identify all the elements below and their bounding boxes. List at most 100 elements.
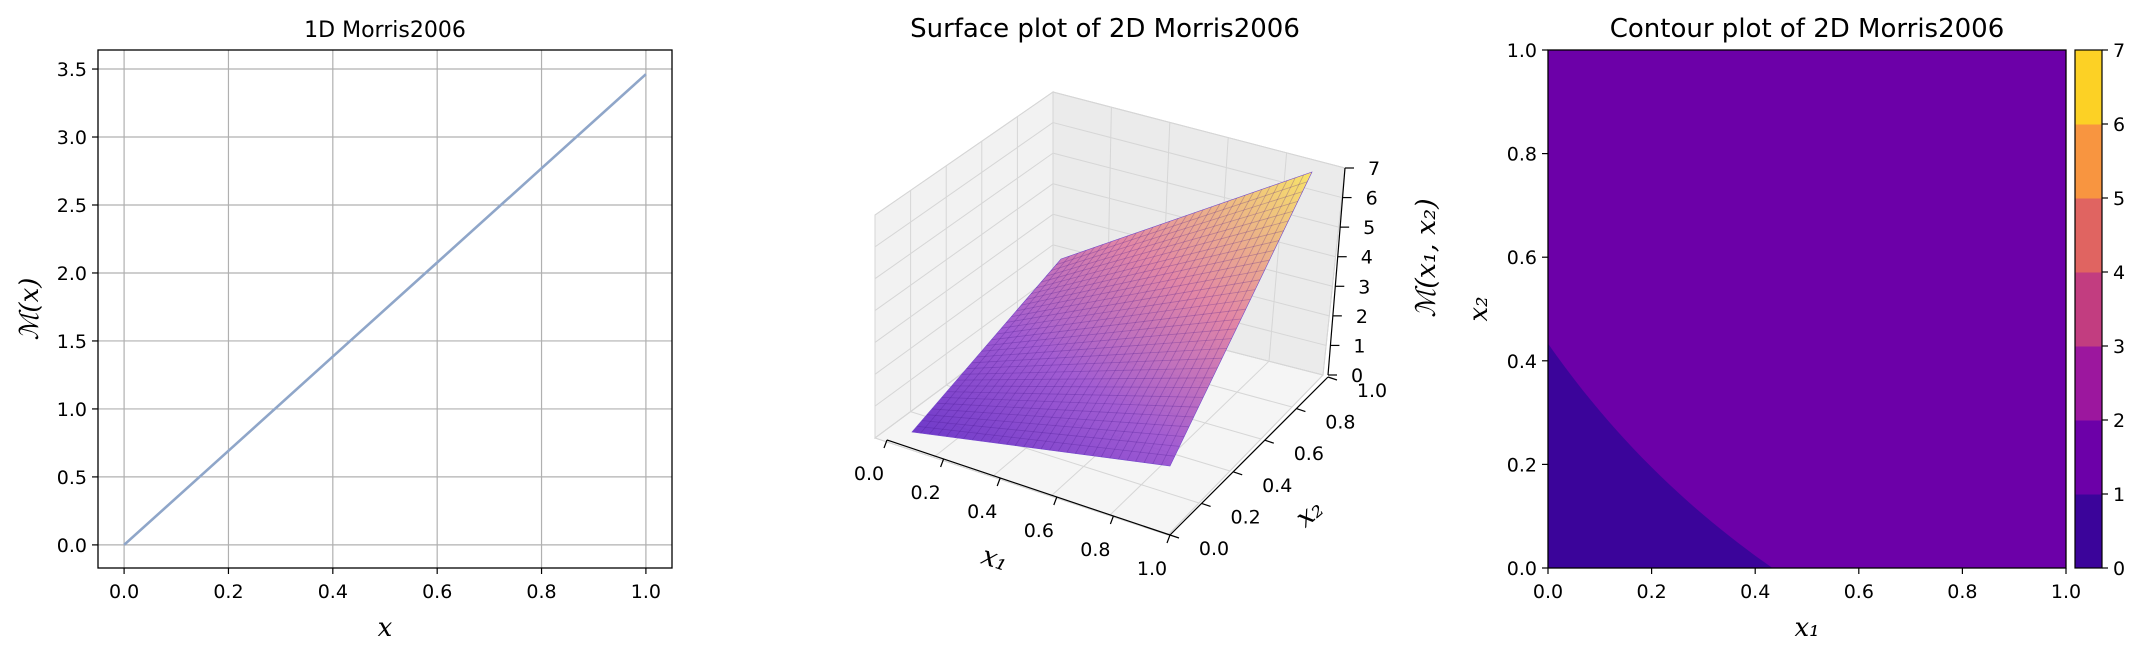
surface-mesh-line [1016,259,1270,312]
surface-mesh-line [1026,240,1279,300]
surface-mesh-line [1011,269,1265,318]
surface-mesh-line [937,250,1087,436]
surface-mesh-line [1057,209,1204,452]
surface-mesh-line [1083,200,1229,455]
z-tick-label: 7 [1368,158,1380,180]
surface-mesh-line [1006,279,1260,323]
wall-gridline-vertical [1322,167,1346,376]
y-tick-label: 0.4 [1262,475,1292,497]
x-tick-mark [883,439,888,449]
y-tick-label: 0.0 [1507,558,1537,580]
floor-gridline-x [1109,360,1270,516]
x-tick-label: 1.0 [1137,558,1167,580]
line-chart-x-axis-label: x [378,613,393,643]
x-tick-label: 1.0 [2051,581,2081,603]
colorbar-tick-label: 4 [2113,262,2125,284]
surface-mesh-line [966,357,1223,369]
colorbar-segment [2075,124,2102,199]
colorbar-segment [2075,198,2102,273]
contour-colorbar-frame [2074,49,2103,569]
x-tick-label: 0.6 [422,581,452,603]
y-tick-label: 0.2 [1507,454,1537,476]
floor-gridline-x [1167,374,1324,536]
surface-y-axis-label: x₂ [1290,493,1330,534]
surface-mesh-line [1031,230,1284,294]
y-tick-label: 1.0 [57,399,87,421]
surface-mesh-line [1014,223,1162,446]
surface-mesh-line [1049,212,1196,451]
surface-mesh-line [920,255,1070,434]
y-tick-mark [1327,376,1338,381]
surface-mesh-line [1006,226,1154,445]
x-tick-label: 0.6 [1844,581,1874,603]
x-tick-label: 0.2 [213,581,243,603]
surface-axes [886,167,1346,536]
wall-gridline-z [1052,91,1346,169]
surface-mesh-line [1075,203,1221,454]
wall-gridline-z [874,244,1054,375]
surface-mesh-line [980,235,1129,442]
surface-mesh-line [926,414,1185,437]
colorbar-segment [2075,420,2102,495]
y-tick-label: 3.5 [57,59,87,81]
surface-mesh-line [956,377,1213,381]
y-tick-mark [1296,408,1306,413]
x-tick-mark [996,477,1001,487]
x-tick-mark [940,458,945,468]
floor-gridline-y [874,437,1169,536]
y-tick-mark [1264,439,1274,444]
contour-y-axis-label: x₂ [1464,296,1494,321]
y-tick-label: 0.0 [57,535,87,557]
x-tick-label: 0.8 [526,581,556,603]
surface-chart-panel: 0.00.20.40.60.81.00.00.20.40.60.81.00123… [854,14,1442,580]
surface-mesh-line [946,247,1095,437]
colorbar-tick-label: 1 [2113,484,2125,506]
z-tick-label: 3 [1358,276,1370,298]
x-tick-mark [1053,496,1058,506]
x-tick-label: 0.4 [1740,581,1770,603]
y-tick-label: 0.2 [1230,506,1260,528]
surface-mesh-line [997,229,1145,444]
surface-y-axis-line [1169,376,1329,536]
surface-ticks: 0.00.20.40.60.81.00.00.20.40.60.81.00123… [854,158,1387,580]
colorbar-tick-label: 3 [2113,336,2125,358]
contour-colorbar-ticks: 0 1 2 3 4 5 6 7 [2102,40,2125,580]
colorbar-segment [2075,346,2102,421]
surface-mesh-line [1045,201,1298,277]
surface-mesh-line [1023,221,1171,447]
colorbar-tick-label: 7 [2113,40,2125,62]
x-tick-label: 0.2 [1636,581,1666,603]
wall-gridline-z [874,275,1054,407]
line-chart-series [123,73,647,546]
x-tick-mark [1109,515,1114,525]
surface-mesh-line [1032,218,1179,449]
surface-z-axis-line [1327,167,1346,376]
surface-z-axis-label: ℳ(x₁, x₂) [1411,198,1442,317]
series-line [123,73,647,546]
surface-mesh-line [916,425,1175,457]
line-chart-title: 1D Morris2006 [304,18,466,43]
contour-ticks: 0.0 0.2 0.4 0.6 0.8 1.0 0.0 0.2 0.4 0.6 0.8 1.0 [1507,40,2081,603]
x-tick-label: 0.8 [1080,539,1110,561]
x-tick-mark [1166,534,1171,544]
surface-mesh-line [1050,191,1303,271]
z-tick-label: 6 [1366,188,1378,210]
line-chart-panel: 0.0 0.2 0.4 0.6 0.8 1.0 0.0 0.5 1.0 1.5 2.0 2.5 3.0 3… [15,18,673,643]
surface-chart-title: Surface plot of 2D Morris2006 [910,14,1300,44]
surface-mesh-line [1066,206,1212,453]
y-tick-label: 0.8 [1507,144,1537,166]
x-tick-label: 0.0 [1533,581,1563,603]
x-tick-label: 0.0 [854,463,884,485]
y-tick-label: 0.4 [1507,351,1537,373]
contour-chart-title: Contour plot of 2D Morris2006 [1610,14,2005,44]
contour-bands [1548,50,2066,568]
x-tick-label: 1.0 [631,581,661,603]
wall-gridline-z [874,122,1054,248]
surface-mesh-line [941,397,1199,408]
surface-mesh-line [1161,174,1304,466]
y-tick-label: 1.0 [1357,380,1387,402]
surface-mesh-line [946,391,1204,398]
colorbar-tick-label: 6 [2113,114,2125,136]
colorbar-segment [2075,494,2102,569]
